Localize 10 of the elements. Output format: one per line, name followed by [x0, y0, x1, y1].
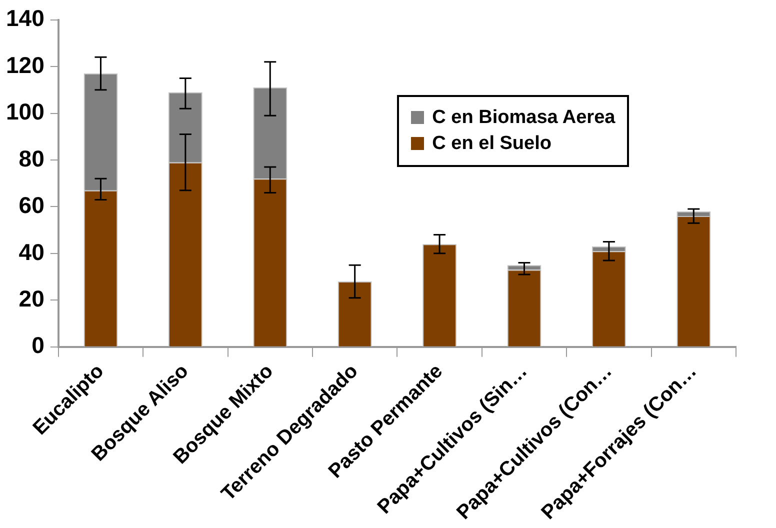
- y-tick-label: 80: [18, 145, 44, 172]
- legend-label: C en el Suelo: [432, 132, 552, 155]
- legend-label: C en Biomasa Aerea: [432, 106, 616, 129]
- y-tick-label: 60: [18, 192, 44, 218]
- y-tick-label: 40: [18, 238, 44, 265]
- y-tick-label: 20: [18, 286, 44, 312]
- y-tick-label: 0: [32, 332, 44, 358]
- y-tick-label: 120: [6, 52, 44, 78]
- y-tick-label: 140: [6, 5, 44, 32]
- y-tick-label: 100: [6, 98, 44, 125]
